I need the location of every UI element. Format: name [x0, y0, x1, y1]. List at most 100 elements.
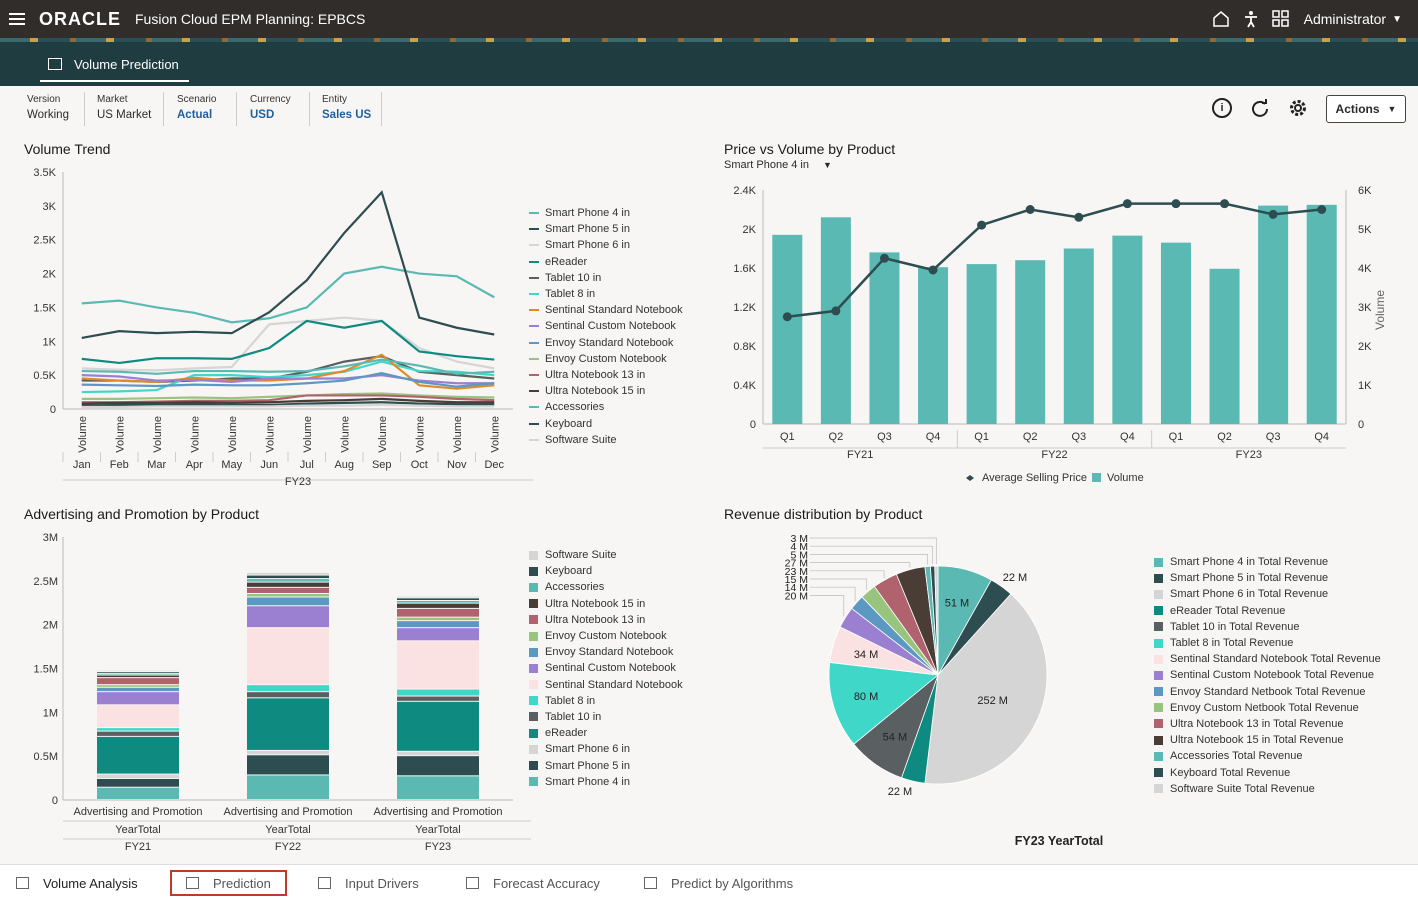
- actions-button[interactable]: Actions ▼: [1326, 95, 1406, 123]
- refresh-icon[interactable]: [1250, 98, 1270, 118]
- pov-value: Sales US: [322, 109, 372, 121]
- legend-marker-volume: [1092, 473, 1101, 482]
- legend-label: Keyboard Total Revenue: [1170, 766, 1291, 779]
- stack-segment: [97, 787, 179, 799]
- legend-swatch: [529, 341, 539, 344]
- slice-label: 3 M: [790, 533, 808, 545]
- x-tick-label: Jul: [300, 459, 314, 471]
- legend-item: Smart Phone 6 in: [529, 237, 683, 253]
- pov-value: Working: [27, 109, 69, 121]
- tab-volume-prediction[interactable]: Volume Prediction: [40, 48, 189, 82]
- price-point: [1122, 199, 1132, 209]
- price-point: [879, 253, 889, 263]
- navigator-icon[interactable]: [1271, 10, 1290, 28]
- legend-swatch: [529, 325, 539, 328]
- stack-segment: [97, 673, 179, 675]
- legend-item: Ultra Notebook 13 in: [529, 612, 683, 628]
- stack-segment: [247, 606, 329, 628]
- tab-predict-by-algorithms[interactable]: Predict by Algorithms: [644, 870, 793, 896]
- x-row-label: Volume: [77, 416, 89, 453]
- series-line: [81, 392, 495, 400]
- x-row-label: Volume: [377, 416, 389, 453]
- x-row-label: Volume: [114, 416, 126, 453]
- stack-segment: [397, 608, 479, 617]
- legend-item: Envoy Custom Notebook: [529, 351, 683, 367]
- user-menu[interactable]: Administrator: [1303, 11, 1387, 27]
- y-tick-label: 0.4K: [733, 380, 756, 392]
- app-title: Fusion Cloud EPM Planning: EPBCS: [135, 11, 366, 27]
- legend-item: Keyboard: [529, 415, 683, 431]
- x-row-label: Volume: [302, 416, 314, 453]
- legend-label: Keyboard: [545, 417, 593, 430]
- form-icon: [16, 877, 29, 889]
- tab-label: Input Drivers: [345, 875, 419, 891]
- pov-version[interactable]: Version Working: [27, 94, 69, 121]
- pie-footer: FY23 YearTotal: [1015, 834, 1103, 848]
- leader-line: [810, 537, 937, 565]
- gear-icon[interactable]: [1288, 98, 1308, 118]
- pov-label: Entity: [322, 94, 348, 105]
- menu-icon[interactable]: [9, 13, 25, 25]
- y-tick-label: 3K: [43, 201, 57, 213]
- chevron-down-icon[interactable]: ▼: [1392, 13, 1402, 25]
- leader-line: [810, 545, 933, 565]
- legend-swatch: [1154, 751, 1163, 761]
- x-row-label: Volume: [227, 416, 239, 453]
- stack-segment: [397, 596, 479, 598]
- stack-segment: [97, 736, 179, 774]
- accessibility-icon[interactable]: [1244, 10, 1258, 28]
- legend-item: Sentinal Standard Notebook: [529, 677, 683, 693]
- slice-label: 14 M: [785, 582, 808, 594]
- legend-swatch: [529, 276, 539, 279]
- tab-volume-analysis[interactable]: Volume Analysis: [16, 870, 138, 896]
- legend-item: Ultra Notebook 15 in Total Revenue: [1154, 732, 1381, 748]
- price-point: [831, 306, 841, 316]
- legend-item: eReader: [529, 725, 683, 741]
- stack-segment: [97, 774, 179, 778]
- pov-market[interactable]: Market US Market: [97, 94, 151, 121]
- y-tick-label: 0: [50, 404, 56, 416]
- home-icon[interactable]: [1212, 10, 1230, 28]
- pie-slice: [828, 662, 939, 745]
- stack-segment: [397, 628, 479, 641]
- x-tick-label: Advertising and Promotion: [223, 806, 352, 818]
- x-tick-label: May: [221, 459, 242, 471]
- slice-label: 22 M: [888, 786, 912, 798]
- legend-swatch: [529, 582, 538, 592]
- x-tick-label: Q1: [780, 431, 795, 443]
- legend-label: Sentinal Custom Notebook: [545, 662, 676, 675]
- y2-tick-label: 4K: [1358, 263, 1372, 275]
- legend-item: Tablet 10 in: [529, 270, 683, 286]
- tab-input-drivers[interactable]: Input Drivers: [318, 870, 419, 896]
- x-tick-label: Q3: [1071, 431, 1086, 443]
- series-line: [81, 316, 495, 372]
- tab-prediction[interactable]: Prediction: [170, 870, 287, 896]
- pov-currency[interactable]: Currency USD: [250, 94, 291, 121]
- volume-bar: [1209, 268, 1240, 424]
- slice-label: 22 M: [1003, 572, 1027, 584]
- x-group-label: FY23: [1236, 449, 1262, 461]
- x-tick-label: Advertising and Promotion: [373, 806, 502, 818]
- y-tick-label: 0: [750, 419, 756, 431]
- pov-entity[interactable]: Entity Sales US: [322, 94, 371, 121]
- legend-item: Sentinal Standard Notebook Total Revenue: [1154, 651, 1381, 667]
- legend-item: Accessories: [529, 399, 683, 415]
- y2-tick-label: 3K: [1358, 302, 1372, 314]
- tab-forecast-accuracy[interactable]: Forecast Accuracy: [466, 870, 600, 896]
- pov-bar: Version Working Market US Market Scenario A…: [0, 86, 1418, 130]
- info-icon[interactable]: i: [1212, 98, 1232, 118]
- legend-label: Smart Phone 5 in: [545, 759, 630, 772]
- legend-label: Envoy Standard Notebook: [545, 646, 674, 659]
- pov-scenario[interactable]: Scenario Actual: [177, 94, 216, 121]
- stack-segment: [97, 685, 179, 687]
- product-selector[interactable]: Smart Phone 4 in ▼: [724, 159, 832, 171]
- stack-segment: [247, 587, 329, 593]
- y-tick-label: 1.5M: [34, 664, 58, 676]
- legend-label: eReader Total Revenue: [1170, 604, 1286, 617]
- legend-label: Tablet 8 in: [545, 288, 596, 301]
- stack-segment: [247, 593, 329, 597]
- legend-swatch: [1154, 557, 1163, 567]
- x-tick-label: Q1: [974, 431, 989, 443]
- x-row-label: Volume: [414, 416, 426, 453]
- legend-label: Envoy Custom Notebook: [545, 352, 667, 365]
